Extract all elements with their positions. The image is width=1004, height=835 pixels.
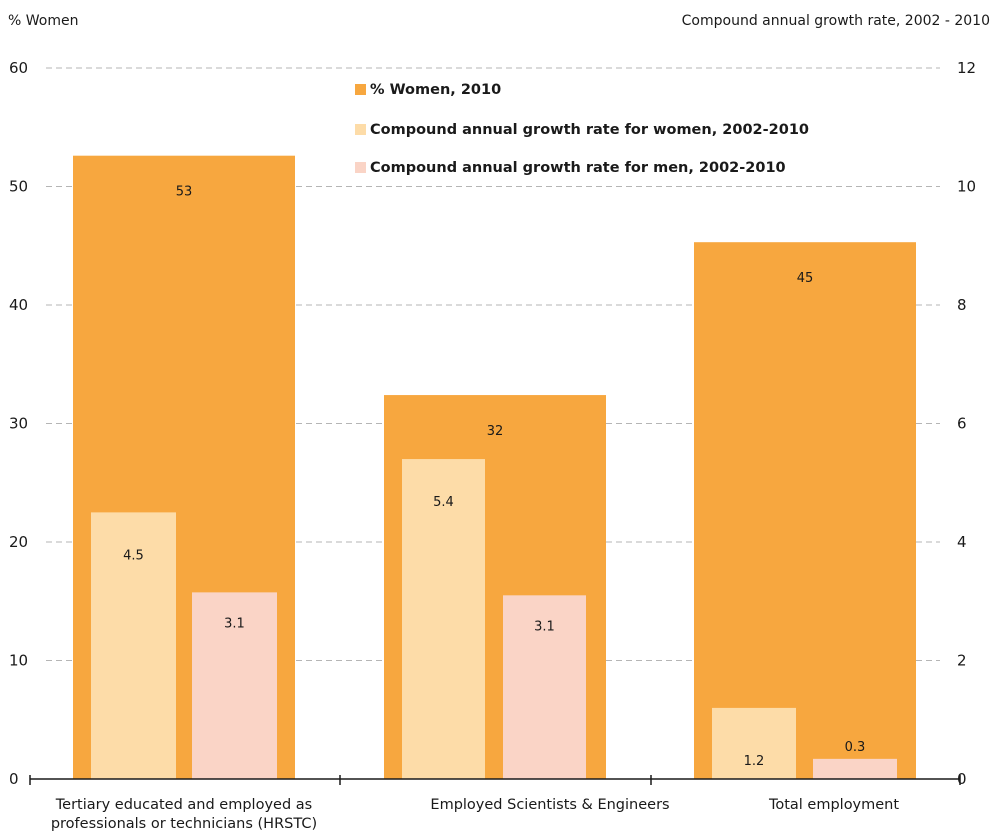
bar-men-cagr-1: [503, 595, 586, 779]
y-right-tick-label-2: 4: [957, 533, 967, 551]
y-right-tick-label-3: 6: [957, 415, 967, 433]
category-label-2-0: Total employment: [768, 797, 899, 813]
bar-women-pct-2: [694, 242, 916, 779]
y-left-tick-label-6: 60: [9, 59, 28, 77]
legend-swatch-0: [355, 84, 366, 95]
legend-label-0: % Women, 2010: [370, 82, 501, 98]
bar-women-cagr-2: [712, 707, 796, 779]
y-right-tick-label-6: 12: [957, 59, 976, 77]
value-label-men-cagr-0: 3.1: [224, 616, 245, 631]
category-label-1-0: Employed Scientists & Engineers: [430, 797, 669, 813]
category-label-0-0: Tertiary educated and employed as: [55, 797, 312, 813]
bar-women-cagr-0: [91, 512, 176, 779]
value-label-women-pct-2: 45: [797, 271, 814, 286]
value-label-women-cagr-1: 5.4: [433, 495, 454, 510]
value-label-women-pct-0: 53: [176, 185, 193, 200]
right-axis-title: Compound annual growth rate, 2002 - 2010: [681, 13, 990, 29]
value-label-women-cagr-0: 4.5: [123, 548, 144, 563]
legend-label-1: Compound annual growth rate for women, 2…: [370, 122, 809, 138]
bar-men-cagr-0: [192, 592, 277, 779]
y-left-tick-label-1: 10: [9, 652, 28, 670]
left-axis-title: % Women: [8, 13, 79, 29]
y-left-tick-label-2: 20: [9, 533, 28, 551]
legend-swatch-1: [355, 124, 366, 135]
bar-men-cagr-2: [813, 758, 897, 779]
y-left-tick-label-3: 30: [9, 415, 28, 433]
y-left-tick-label-4: 40: [9, 296, 28, 314]
y-left-tick-label-0: 0: [9, 770, 19, 788]
legend-swatch-2: [355, 162, 366, 173]
y-right-tick-label-4: 8: [957, 296, 967, 314]
y-right-tick-label-1: 2: [957, 652, 967, 670]
legend-label-2: Compound annual growth rate for men, 200…: [370, 160, 786, 176]
y-right-tick-label-5: 10: [957, 178, 976, 196]
y-left-tick-label-5: 50: [9, 178, 28, 196]
value-label-women-cagr-2: 1.2: [744, 754, 765, 769]
bar-women-cagr-1: [402, 459, 485, 779]
value-label-men-cagr-2: 0.3: [845, 740, 866, 755]
value-label-men-cagr-1: 3.1: [534, 619, 555, 634]
y-right-tick-label-0: 0: [957, 770, 967, 788]
value-label-women-pct-1: 32: [487, 424, 504, 439]
category-label-0-1: professionals or technicians (HRSTC): [51, 816, 317, 832]
